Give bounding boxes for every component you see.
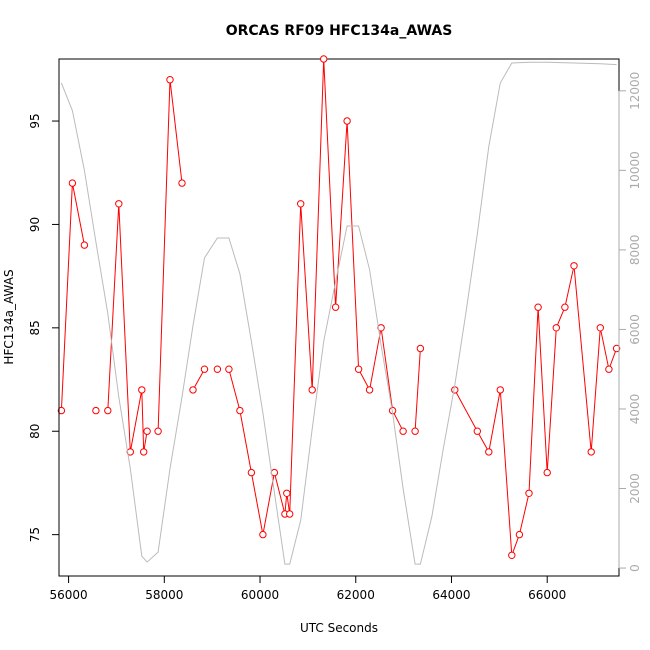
red-series-point	[259, 530, 267, 539]
red-series-point	[320, 55, 328, 63]
red-series-point	[399, 427, 407, 435]
red-series-point	[331, 303, 340, 311]
red-series-point	[612, 344, 621, 353]
y2-tick-label: 10000	[628, 151, 642, 189]
red-series-point	[200, 365, 209, 373]
red-series-point	[138, 386, 146, 394]
y-axis-right: 0 2000 4000 6000 8000 10000 12000	[618, 72, 642, 572]
red-series-point	[213, 365, 222, 373]
red-series-point	[473, 427, 481, 435]
red-series-point	[570, 262, 578, 270]
gray-series-line	[60, 61, 617, 565]
red-series-point	[286, 510, 294, 518]
red-series-line-segment	[60, 183, 85, 411]
red-series-point	[92, 406, 100, 415]
red-series-point	[525, 489, 533, 497]
red-series-point	[561, 303, 569, 311]
red-series-point	[552, 324, 560, 332]
y2-tick-label: 2000	[628, 473, 642, 504]
red-series-point	[416, 344, 425, 353]
y-tick-label: 95	[28, 113, 42, 128]
y2-tick-label: 0	[628, 564, 642, 572]
red-series-point	[343, 117, 351, 125]
red-series-point	[115, 200, 123, 208]
red-series-point	[189, 386, 197, 394]
red-series-point	[377, 324, 385, 332]
x-axis-title: UTC Seconds	[300, 621, 378, 635]
red-series-point	[126, 448, 135, 456]
y2-tick-label: 4000	[628, 394, 642, 425]
red-series-point	[247, 468, 256, 477]
x-tick-label: 56000	[49, 588, 87, 602]
y-tick-label: 85	[28, 320, 42, 335]
x-axis: 56000 58000 60000 62000 64000 66000	[49, 575, 566, 602]
x-tick-label: 66000	[528, 588, 566, 602]
red-series-point	[596, 324, 604, 332]
y-axis-title: HFC134a_AWAS	[2, 269, 16, 364]
red-series-point	[411, 427, 419, 435]
y-axis-left: 75 80 85 90 95	[28, 113, 60, 542]
red-series-line-segment	[414, 348, 421, 432]
y2-tick-label: 8000	[628, 235, 642, 266]
red-series-point	[236, 406, 244, 415]
red-series-line-segment	[454, 265, 618, 556]
x-tick-label: 58000	[145, 588, 183, 602]
red-series-point	[308, 386, 316, 394]
red-series-point	[365, 386, 374, 394]
y-tick-label: 80	[28, 424, 42, 439]
red-series-point	[515, 530, 524, 539]
plot-frame	[58, 58, 620, 577]
red-series-point	[508, 551, 516, 559]
red-series-point	[543, 468, 551, 477]
red-series-point	[80, 241, 89, 249]
red-series-point	[68, 179, 77, 187]
red-series-point	[534, 303, 542, 311]
chart-title: ORCAS RF09 HFC134a_AWAS	[226, 23, 453, 39]
red-series-point	[143, 427, 151, 435]
red-series-point	[587, 448, 595, 456]
gray-series-layer	[60, 61, 617, 565]
y2-tick-label: 6000	[628, 314, 642, 345]
red-series-point	[178, 179, 186, 187]
red-series-point	[166, 76, 174, 84]
red-series-point	[140, 448, 148, 456]
x-tick-label: 62000	[337, 588, 375, 602]
y2-tick-label: 12000	[628, 72, 642, 110]
red-series-layer	[57, 55, 621, 559]
red-series-point	[496, 386, 504, 394]
red-series-point	[485, 448, 493, 456]
red-series-point	[225, 365, 233, 373]
red-series-point	[283, 489, 291, 497]
red-series-point	[297, 200, 305, 208]
red-series-line-segment	[192, 368, 205, 391]
y-tick-label: 75	[28, 527, 42, 542]
x-tick-label: 60000	[241, 588, 279, 602]
red-series-line-segment	[157, 79, 183, 432]
x-tick-label: 64000	[432, 588, 470, 602]
y-tick-label: 90	[28, 217, 42, 232]
red-series-point	[104, 406, 112, 415]
red-series-line-segment	[228, 58, 404, 535]
red-series-point	[605, 365, 613, 373]
red-series-line-segment	[107, 203, 148, 452]
red-series-point	[154, 427, 162, 435]
red-series-point	[354, 365, 363, 373]
red-series-point	[57, 406, 66, 415]
